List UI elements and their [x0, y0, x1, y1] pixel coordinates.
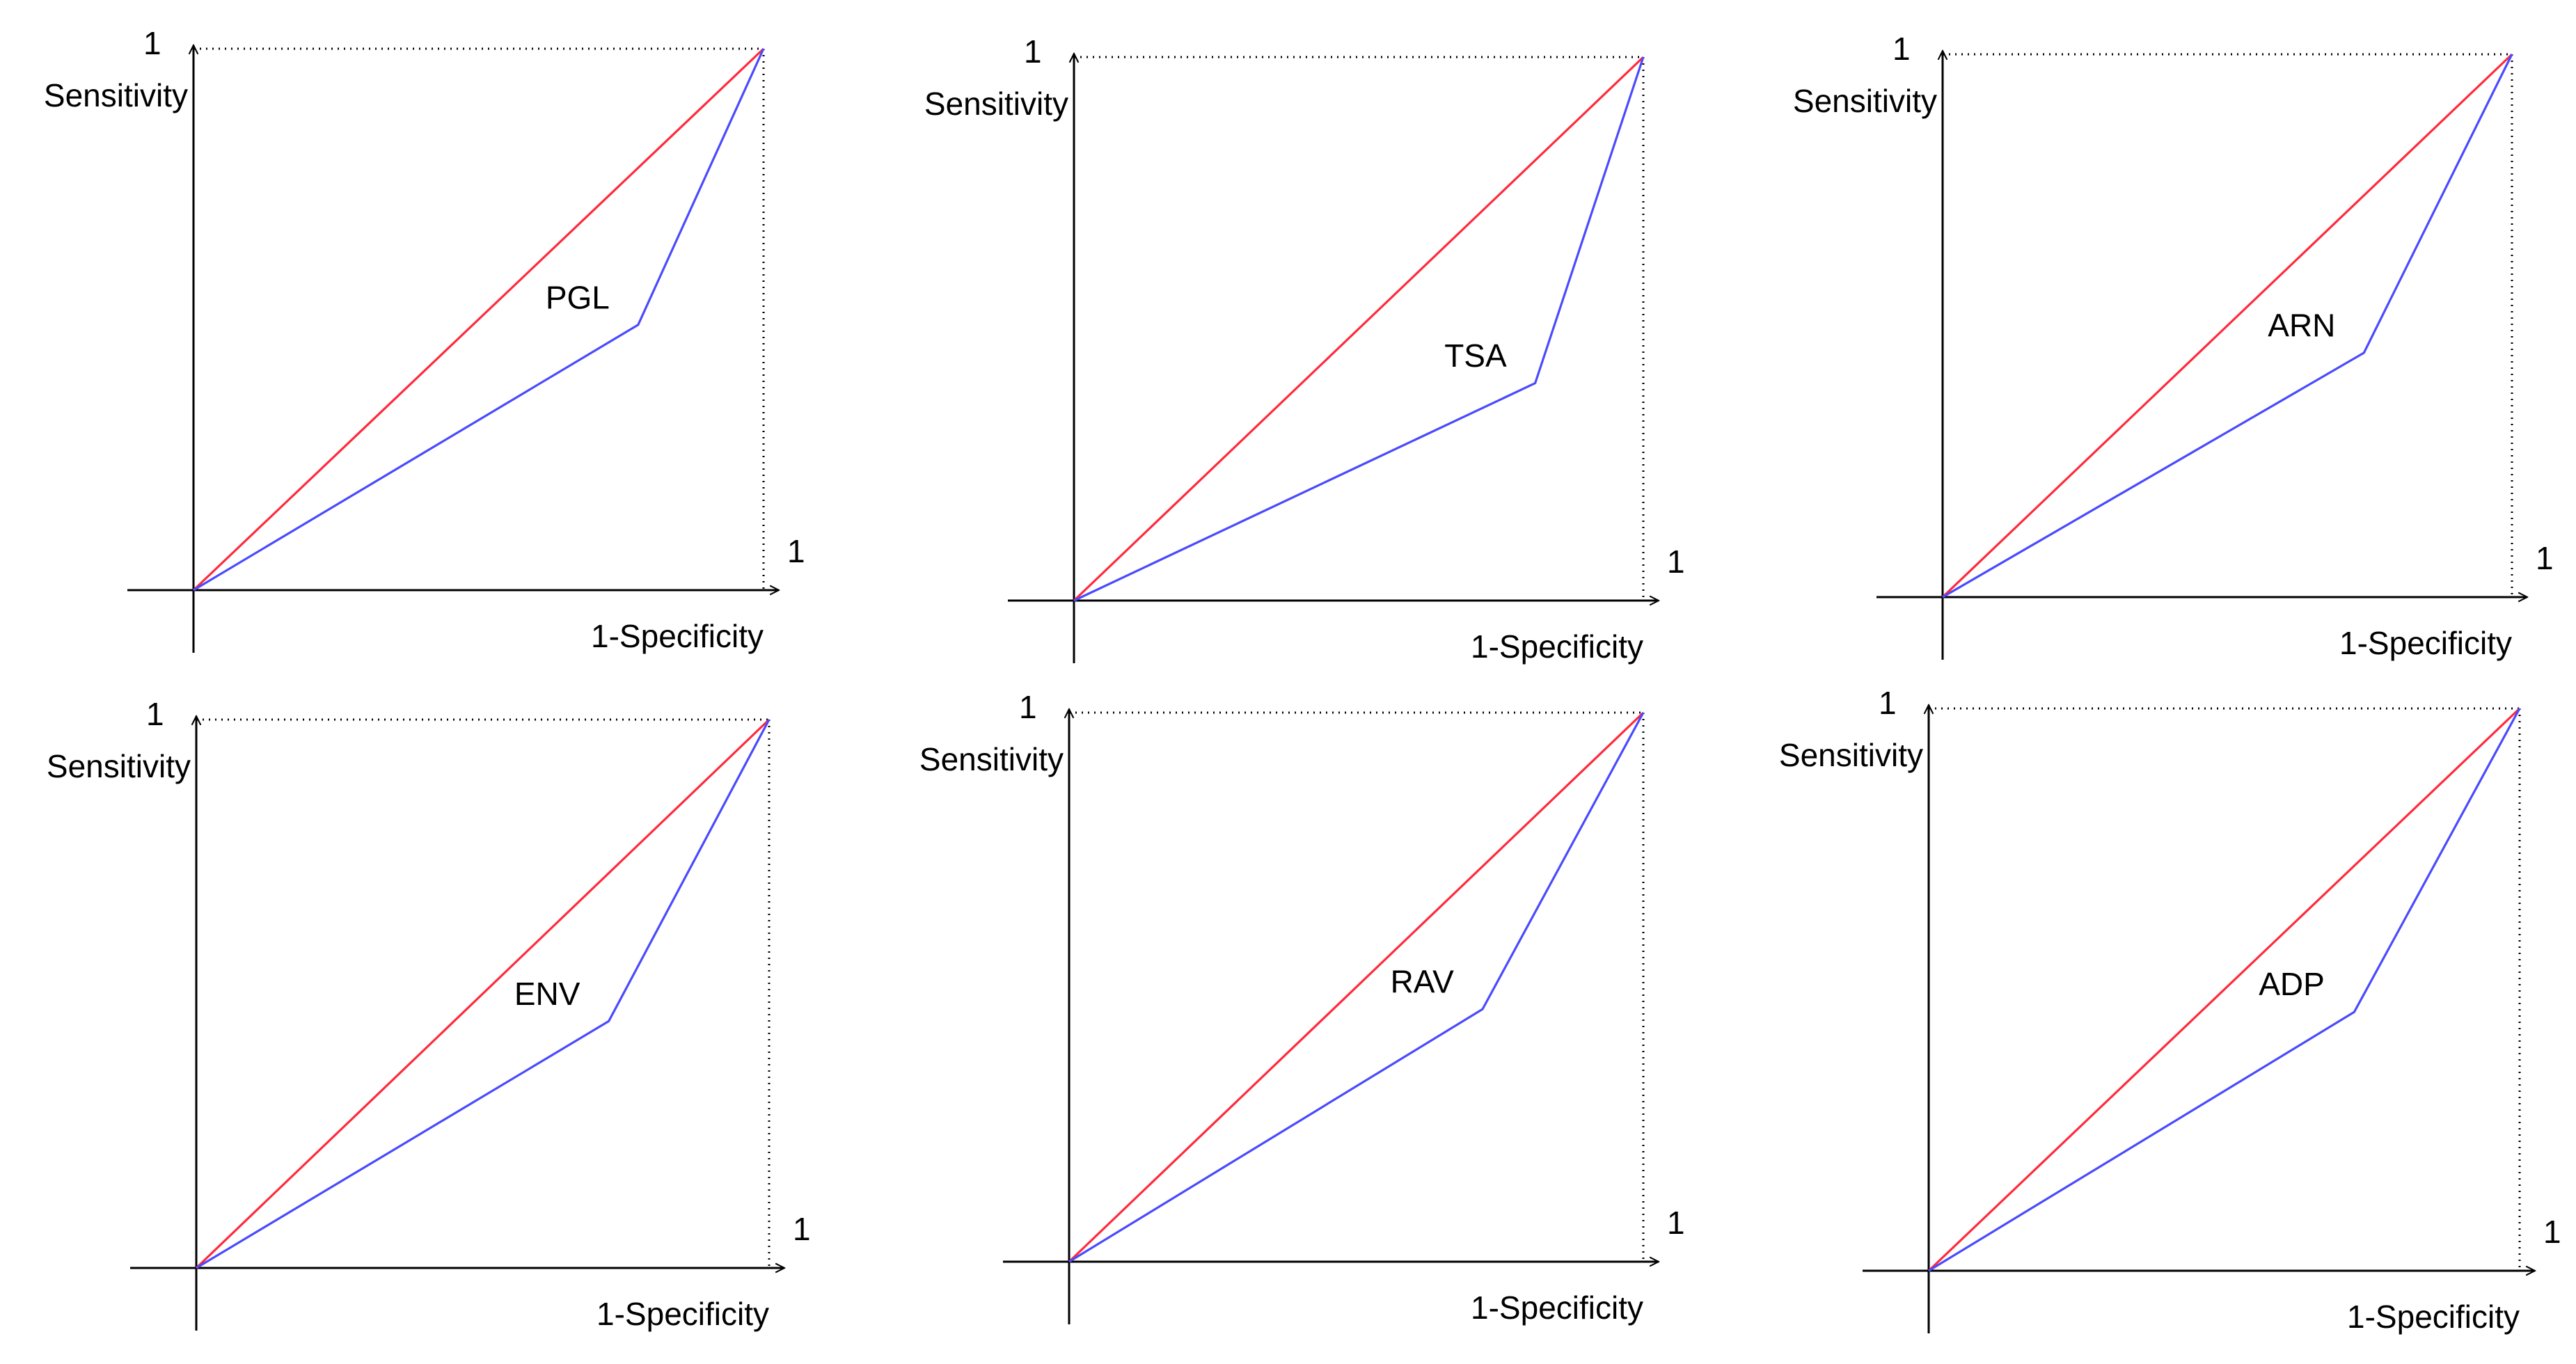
roc-curve-line [196, 719, 771, 1269]
roc-curve-line [1942, 54, 2513, 598]
y-tick-label: 1 [146, 696, 164, 732]
reference-diagonal-line [1068, 711, 1645, 1263]
x-axis-label: 1-Specificity [591, 618, 764, 654]
y-axis-label: Sensitivity [47, 748, 191, 784]
x-tick-label: 1 [1667, 1205, 1685, 1241]
panel-label: PGL [546, 279, 610, 315]
roc-panel-arn: 1 Sensitivity 1 1-Specificity ARN [1793, 31, 2554, 661]
reference-diagonal-line [1073, 56, 1645, 602]
roc-curve-line [193, 48, 765, 592]
x-axis-label: 1-Specificity [596, 1296, 769, 1332]
y-axis-label: Sensitivity [924, 86, 1068, 122]
y-tick-label: 1 [143, 25, 161, 61]
reference-diagonal-line [1927, 707, 2521, 1272]
x-axis-label: 1-Specificity [2347, 1299, 2520, 1335]
panel-label: RAV [1391, 963, 1454, 999]
reference-diagonal-line [195, 718, 771, 1269]
roc-panel-rav: 1 Sensitivity 1 1-Specificity RAV [919, 689, 1685, 1326]
y-tick-label: 1 [1024, 33, 1042, 70]
roc-curve-line [1068, 712, 1645, 1263]
panel-label: ADP [2259, 966, 2325, 1002]
x-tick-label: 1 [2536, 540, 2554, 576]
reference-diagonal-line [192, 47, 765, 592]
y-axis-label: Sensitivity [919, 741, 1064, 777]
reference-diagonal-line [1941, 53, 2513, 598]
x-tick-label: 1 [2543, 1214, 2561, 1250]
x-axis-label: 1-Specificity [1471, 628, 1643, 665]
roc-curve-line [1928, 708, 2521, 1272]
roc-curve-line [1073, 56, 1645, 602]
panel-label: TSA [1444, 338, 1507, 374]
y-axis-label: Sensitivity [1779, 737, 1923, 773]
x-tick-label: 1 [787, 533, 805, 569]
y-axis-label: Sensitivity [1793, 83, 1937, 119]
x-tick-label: 1 [793, 1211, 811, 1247]
roc-panel-tsa: 1 Sensitivity 1 1-Specificity TSA [924, 33, 1685, 665]
roc-panel-adp: 1 Sensitivity 1 1-Specificity ADP [1779, 685, 2561, 1335]
x-tick-label: 1 [1667, 544, 1685, 580]
roc-panel-env: 1 Sensitivity 1 1-Specificity ENV [47, 696, 811, 1332]
roc-panel-pgl: 1 Sensitivity 1 1-Specificity PGL [44, 25, 805, 654]
panel-label: ENV [514, 976, 580, 1012]
x-axis-label: 1-Specificity [1471, 1290, 1643, 1326]
y-tick-label: 1 [1893, 31, 1911, 67]
panel-label: ARN [2268, 308, 2335, 344]
y-tick-label: 1 [1019, 689, 1037, 725]
y-axis-label: Sensitivity [44, 77, 188, 113]
y-tick-label: 1 [1879, 685, 1897, 721]
x-axis-label: 1-Specificity [2339, 625, 2512, 661]
